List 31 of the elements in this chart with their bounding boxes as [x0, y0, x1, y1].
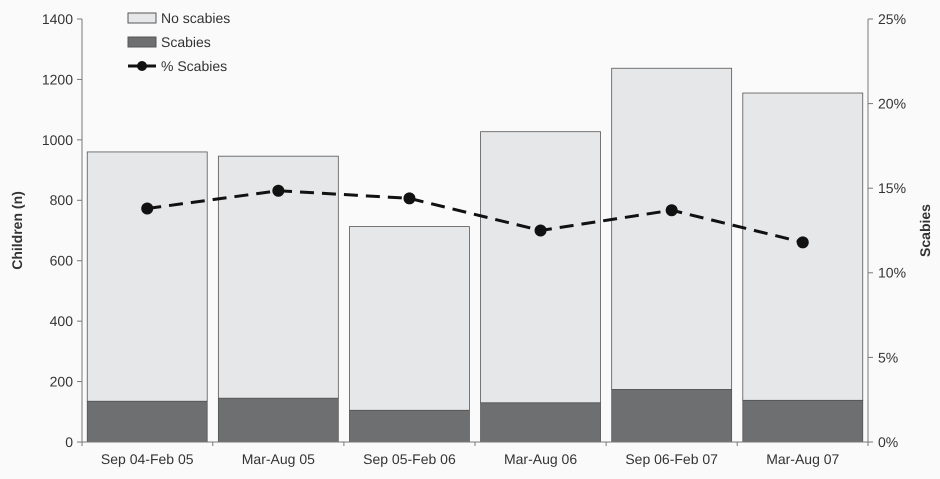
y2-tick-label: 20% [878, 96, 906, 112]
y-tick-label: 0 [65, 434, 74, 450]
legend-label: No scabies [161, 10, 230, 26]
point [534, 224, 547, 236]
x-tick-label: Mar-Aug 07 [766, 451, 840, 467]
point [403, 192, 416, 204]
y-tick-label: 600 [50, 252, 74, 269]
point [141, 202, 154, 215]
x-tick-label: Mar-Aug 05 [242, 451, 316, 467]
x-tick-label: Sep 04-Feb 05 [100, 451, 194, 467]
y2-tick-label: 10% [878, 264, 906, 281]
x-tick-label: Mar-Aug 06 [504, 451, 578, 467]
legend-label: % Scabies [161, 58, 228, 74]
x-tick-label: Sep 06-Feb 07 [625, 451, 718, 467]
y-tick-label: 400 [50, 313, 74, 330]
y2-tick-label: 5% [878, 349, 898, 366]
point [796, 236, 809, 248]
y2-tick-label: 0% [878, 434, 898, 450]
y2-tick-label: 25% [878, 10, 906, 27]
legend-label: Scabies [161, 34, 211, 50]
y-tick-label: 1000 [42, 132, 74, 148]
y-tick-label: 1200 [42, 71, 74, 88]
y2-axis-title: Scabies [917, 204, 933, 257]
y2-tick-label: 15% [878, 180, 906, 196]
y-tick-label: 200 [50, 373, 74, 390]
point [666, 204, 678, 216]
point [272, 184, 284, 197]
y-axis-title: Children (n) [9, 191, 25, 270]
y-tick-label: 800 [50, 192, 74, 208]
y-tick-label: 1400 [42, 10, 74, 27]
x-tick-label: Sep 05-Feb 06 [363, 451, 456, 467]
